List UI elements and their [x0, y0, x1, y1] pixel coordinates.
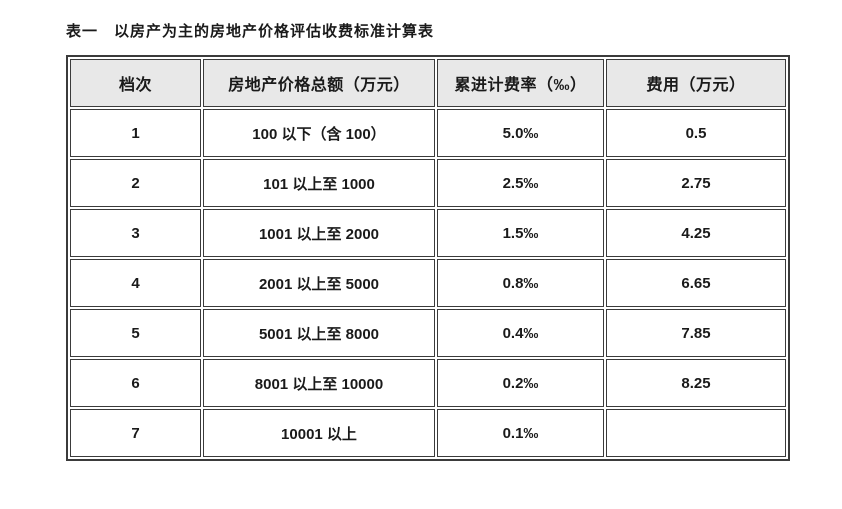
cell-rate: 0.2‰ — [437, 359, 604, 407]
cell-rate: 0.4‰ — [437, 309, 604, 357]
cell-grade: 3 — [70, 209, 201, 257]
cell-rate: 5.0‰ — [437, 109, 604, 157]
cell-fee: 2.75 — [606, 159, 786, 207]
table-row: 1 100 以下（含 100） 5.0‰ 0.5 — [70, 109, 786, 157]
cell-grade: 7 — [70, 409, 201, 457]
header-grade: 档次 — [70, 59, 201, 107]
header-row: 档次 房地产价格总额（万元） 累进计费率（‰） 费用（万元） — [70, 59, 786, 107]
cell-fee: 0.5 — [606, 109, 786, 157]
header-price-range: 房地产价格总额（万元） — [203, 59, 435, 107]
cell-rate: 0.8‰ — [437, 259, 604, 307]
cell-price-range: 1001 以上至 2000 — [203, 209, 435, 257]
table-row: 5 5001 以上至 8000 0.4‰ 7.85 — [70, 309, 786, 357]
cell-fee: 6.65 — [606, 259, 786, 307]
table-row: 7 10001 以上 0.1‰ — [70, 409, 786, 457]
header-rate: 累进计费率（‰） — [437, 59, 604, 107]
table-row: 3 1001 以上至 2000 1.5‰ 4.25 — [70, 209, 786, 257]
cell-rate: 1.5‰ — [437, 209, 604, 257]
header-fee: 费用（万元） — [606, 59, 786, 107]
document-page: 表一 以房产为主的房地产价格评估收费标准计算表 档次 房地产价格总额（万元） 累… — [66, 23, 790, 461]
cell-grade: 1 — [70, 109, 201, 157]
cell-rate: 0.1‰ — [437, 409, 604, 457]
cell-price-range: 8001 以上至 10000 — [203, 359, 435, 407]
cell-grade: 4 — [70, 259, 201, 307]
cell-grade: 6 — [70, 359, 201, 407]
cell-price-range: 2001 以上至 5000 — [203, 259, 435, 307]
table-row: 6 8001 以上至 10000 0.2‰ 8.25 — [70, 359, 786, 407]
cell-price-range: 101 以上至 1000 — [203, 159, 435, 207]
table-body: 1 100 以下（含 100） 5.0‰ 0.5 2 101 以上至 1000 … — [70, 109, 786, 457]
table-title: 表一 以房产为主的房地产价格评估收费标准计算表 — [66, 23, 435, 40]
fee-standard-table: 档次 房地产价格总额（万元） 累进计费率（‰） 费用（万元） 1 100 以下（… — [66, 55, 790, 461]
cell-fee: 7.85 — [606, 309, 786, 357]
cell-fee: 8.25 — [606, 359, 786, 407]
table-row: 4 2001 以上至 5000 0.8‰ 6.65 — [70, 259, 786, 307]
cell-price-range: 10001 以上 — [203, 409, 435, 457]
cell-fee — [606, 409, 786, 457]
table-row: 2 101 以上至 1000 2.5‰ 2.75 — [70, 159, 786, 207]
cell-price-range: 5001 以上至 8000 — [203, 309, 435, 357]
cell-grade: 5 — [70, 309, 201, 357]
cell-rate: 2.5‰ — [437, 159, 604, 207]
cell-fee: 4.25 — [606, 209, 786, 257]
cell-grade: 2 — [70, 159, 201, 207]
cell-price-range: 100 以下（含 100） — [203, 109, 435, 157]
